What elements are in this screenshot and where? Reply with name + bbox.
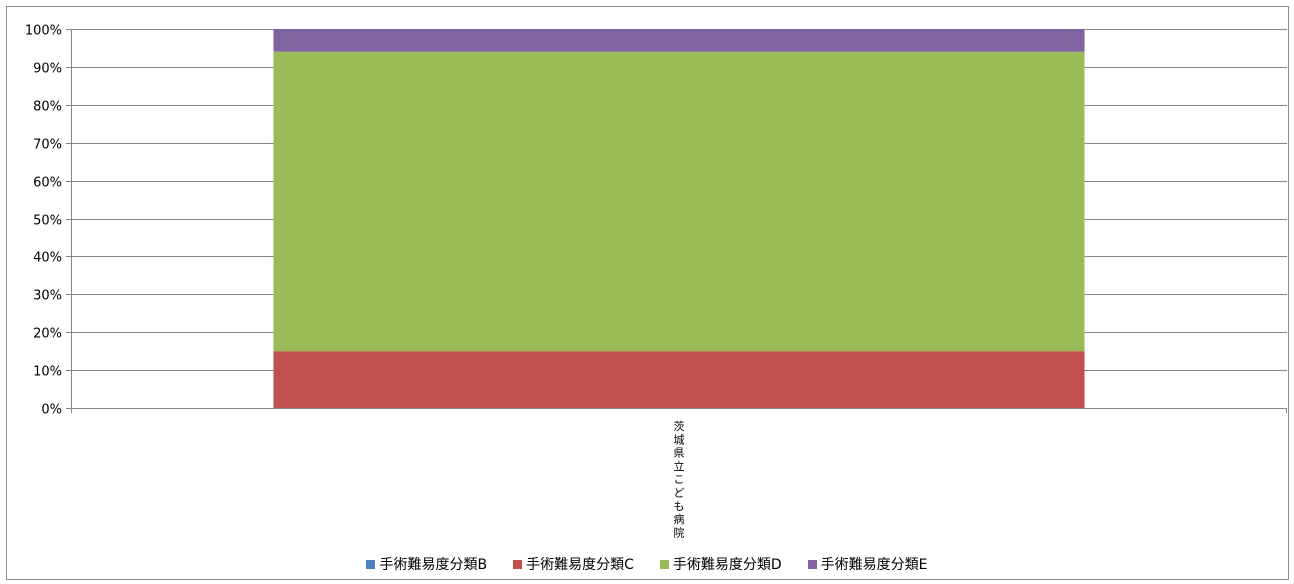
legend-swatch (659, 559, 669, 569)
legend-item: 手術難易度分類C (513, 554, 634, 574)
legend-label: 手術難易度分類E (820, 557, 928, 573)
bars (273, 29, 1085, 408)
y-tick-label: 70% (33, 138, 62, 153)
y-tick-label: 10% (33, 365, 62, 380)
bar-segment (273, 351, 1085, 408)
y-tick-label: 50% (33, 214, 62, 229)
x-category-labels: 茨城県立こども病院 (674, 419, 685, 539)
legend-swatch (513, 559, 523, 569)
bar-segment (273, 51, 1085, 352)
legend-item: 手術難易度分類B (366, 554, 487, 574)
y-tick-label: 100% (25, 24, 62, 39)
bar-segment (273, 29, 1085, 52)
y-tick-label: 40% (33, 251, 62, 266)
legend-swatch (366, 559, 376, 569)
y-tick-label: 60% (33, 176, 62, 191)
y-tick-label: 0% (41, 403, 62, 418)
legend-item: 手術難易度分類E (807, 554, 928, 574)
y-tick-label: 90% (33, 62, 62, 77)
x-category-label: 茨城県立こども病院 (674, 419, 685, 539)
axes (66, 29, 1287, 413)
y-tick-label: 20% (33, 327, 62, 342)
y-tick-label: 80% (33, 100, 62, 115)
legend-swatch (807, 559, 817, 569)
legend-label: 手術難易度分類C (526, 557, 634, 573)
y-tick-labels: 0% 10% 20% 30% 40% 50% 60% 70% 80% 90% 100% (25, 24, 62, 418)
legend-label: 手術難易度分類D (672, 557, 782, 573)
legend: 手術難易度分類B 手術難易度分類C 手術難易度分類D 手術難易度分類E (0, 554, 1294, 574)
legend-label: 手術難易度分類B (379, 557, 488, 573)
legend-item: 手術難易度分類D (659, 554, 782, 574)
y-tick-label: 30% (33, 289, 62, 304)
